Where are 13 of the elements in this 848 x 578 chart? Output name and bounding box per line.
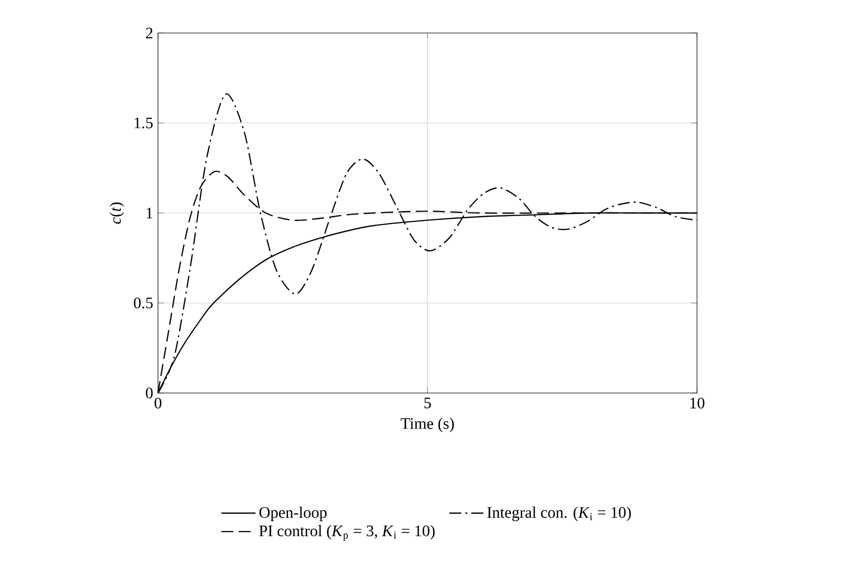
legend-label: PI control (K$_{p}$ = 3, K$_{i}$ = 10) <box>259 525 435 541</box>
y-tick-label: 1 <box>146 208 152 218</box>
x-tick-label: 0 <box>154 398 162 408</box>
y-axis-title: c(t) <box>110 202 124 224</box>
x-axis-title: Time (s) <box>400 418 454 432</box>
y-tick-label: 0.5 <box>134 298 153 308</box>
x-tick-label: 10 <box>690 398 704 408</box>
y-tick-label: 0 <box>146 388 153 398</box>
y-tick-label: 1.5 <box>134 118 153 128</box>
legend-label: Integral con. (K$_{i}$ = 10) <box>487 506 631 522</box>
x-tick-label: 5 <box>424 398 431 408</box>
legend-label: Open-loop <box>259 506 327 522</box>
y-tick-label: 2 <box>146 28 152 38</box>
